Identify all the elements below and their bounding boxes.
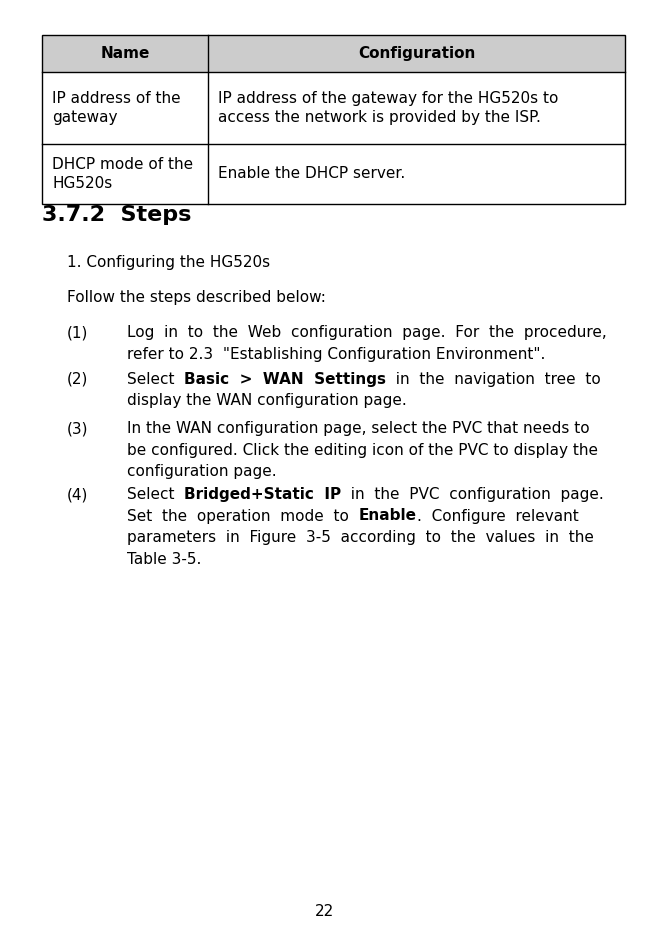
- Bar: [42, 35, 625, 204]
- Text: Basic  >  WAN  Settings: Basic > WAN Settings: [184, 372, 386, 387]
- Text: (4): (4): [67, 487, 88, 502]
- Text: configuration page.: configuration page.: [127, 464, 277, 479]
- Text: In the WAN configuration page, select the PVC that needs to: In the WAN configuration page, select th…: [127, 421, 590, 436]
- Text: Enable: Enable: [359, 509, 417, 524]
- Text: Name: Name: [100, 46, 150, 61]
- Text: (2): (2): [67, 372, 88, 387]
- Text: (3): (3): [67, 421, 88, 436]
- Text: Configuration: Configuration: [358, 46, 475, 61]
- Bar: [42, 144, 625, 204]
- Text: Log  in  to  the  Web  configuration  page.  For  the  procedure,: Log in to the Web configuration page. Fo…: [127, 325, 606, 340]
- Text: 1. Configuring the HG520s: 1. Configuring the HG520s: [67, 255, 270, 270]
- Text: be configured. Click the editing icon of the PVC to display the: be configured. Click the editing icon of…: [127, 443, 598, 458]
- Text: Select: Select: [127, 487, 184, 502]
- Text: Select: Select: [127, 372, 184, 387]
- Text: display the WAN configuration page.: display the WAN configuration page.: [127, 394, 407, 409]
- Text: 3.7.2  Steps: 3.7.2 Steps: [42, 205, 191, 225]
- Text: Enable the DHCP server.: Enable the DHCP server.: [218, 167, 406, 182]
- Bar: [42, 35, 625, 72]
- Text: (1): (1): [67, 325, 88, 340]
- Text: Bridged+Static  IP: Bridged+Static IP: [184, 487, 341, 502]
- Text: refer to 2.3  "Establishing Configuration Environment".: refer to 2.3 "Establishing Configuration…: [127, 347, 545, 362]
- Text: IP address of the
gateway: IP address of the gateway: [52, 90, 181, 125]
- Bar: [42, 72, 625, 144]
- Text: in  the  navigation  tree  to: in the navigation tree to: [386, 372, 601, 387]
- Text: in  the  PVC  configuration  page.: in the PVC configuration page.: [341, 487, 604, 502]
- Text: Set  the  operation  mode  to: Set the operation mode to: [127, 509, 359, 524]
- Text: 22: 22: [315, 904, 335, 919]
- Text: parameters  in  Figure  3-5  according  to  the  values  in  the: parameters in Figure 3-5 according to th…: [127, 530, 594, 545]
- Text: Table 3-5.: Table 3-5.: [127, 551, 202, 566]
- Text: DHCP mode of the
HG520s: DHCP mode of the HG520s: [52, 156, 193, 191]
- Text: .  Configure  relevant: . Configure relevant: [417, 509, 578, 524]
- Text: IP address of the gateway for the HG520s to
access the network is provided by th: IP address of the gateway for the HG520s…: [218, 90, 558, 125]
- Text: Follow the steps described below:: Follow the steps described below:: [67, 290, 326, 305]
